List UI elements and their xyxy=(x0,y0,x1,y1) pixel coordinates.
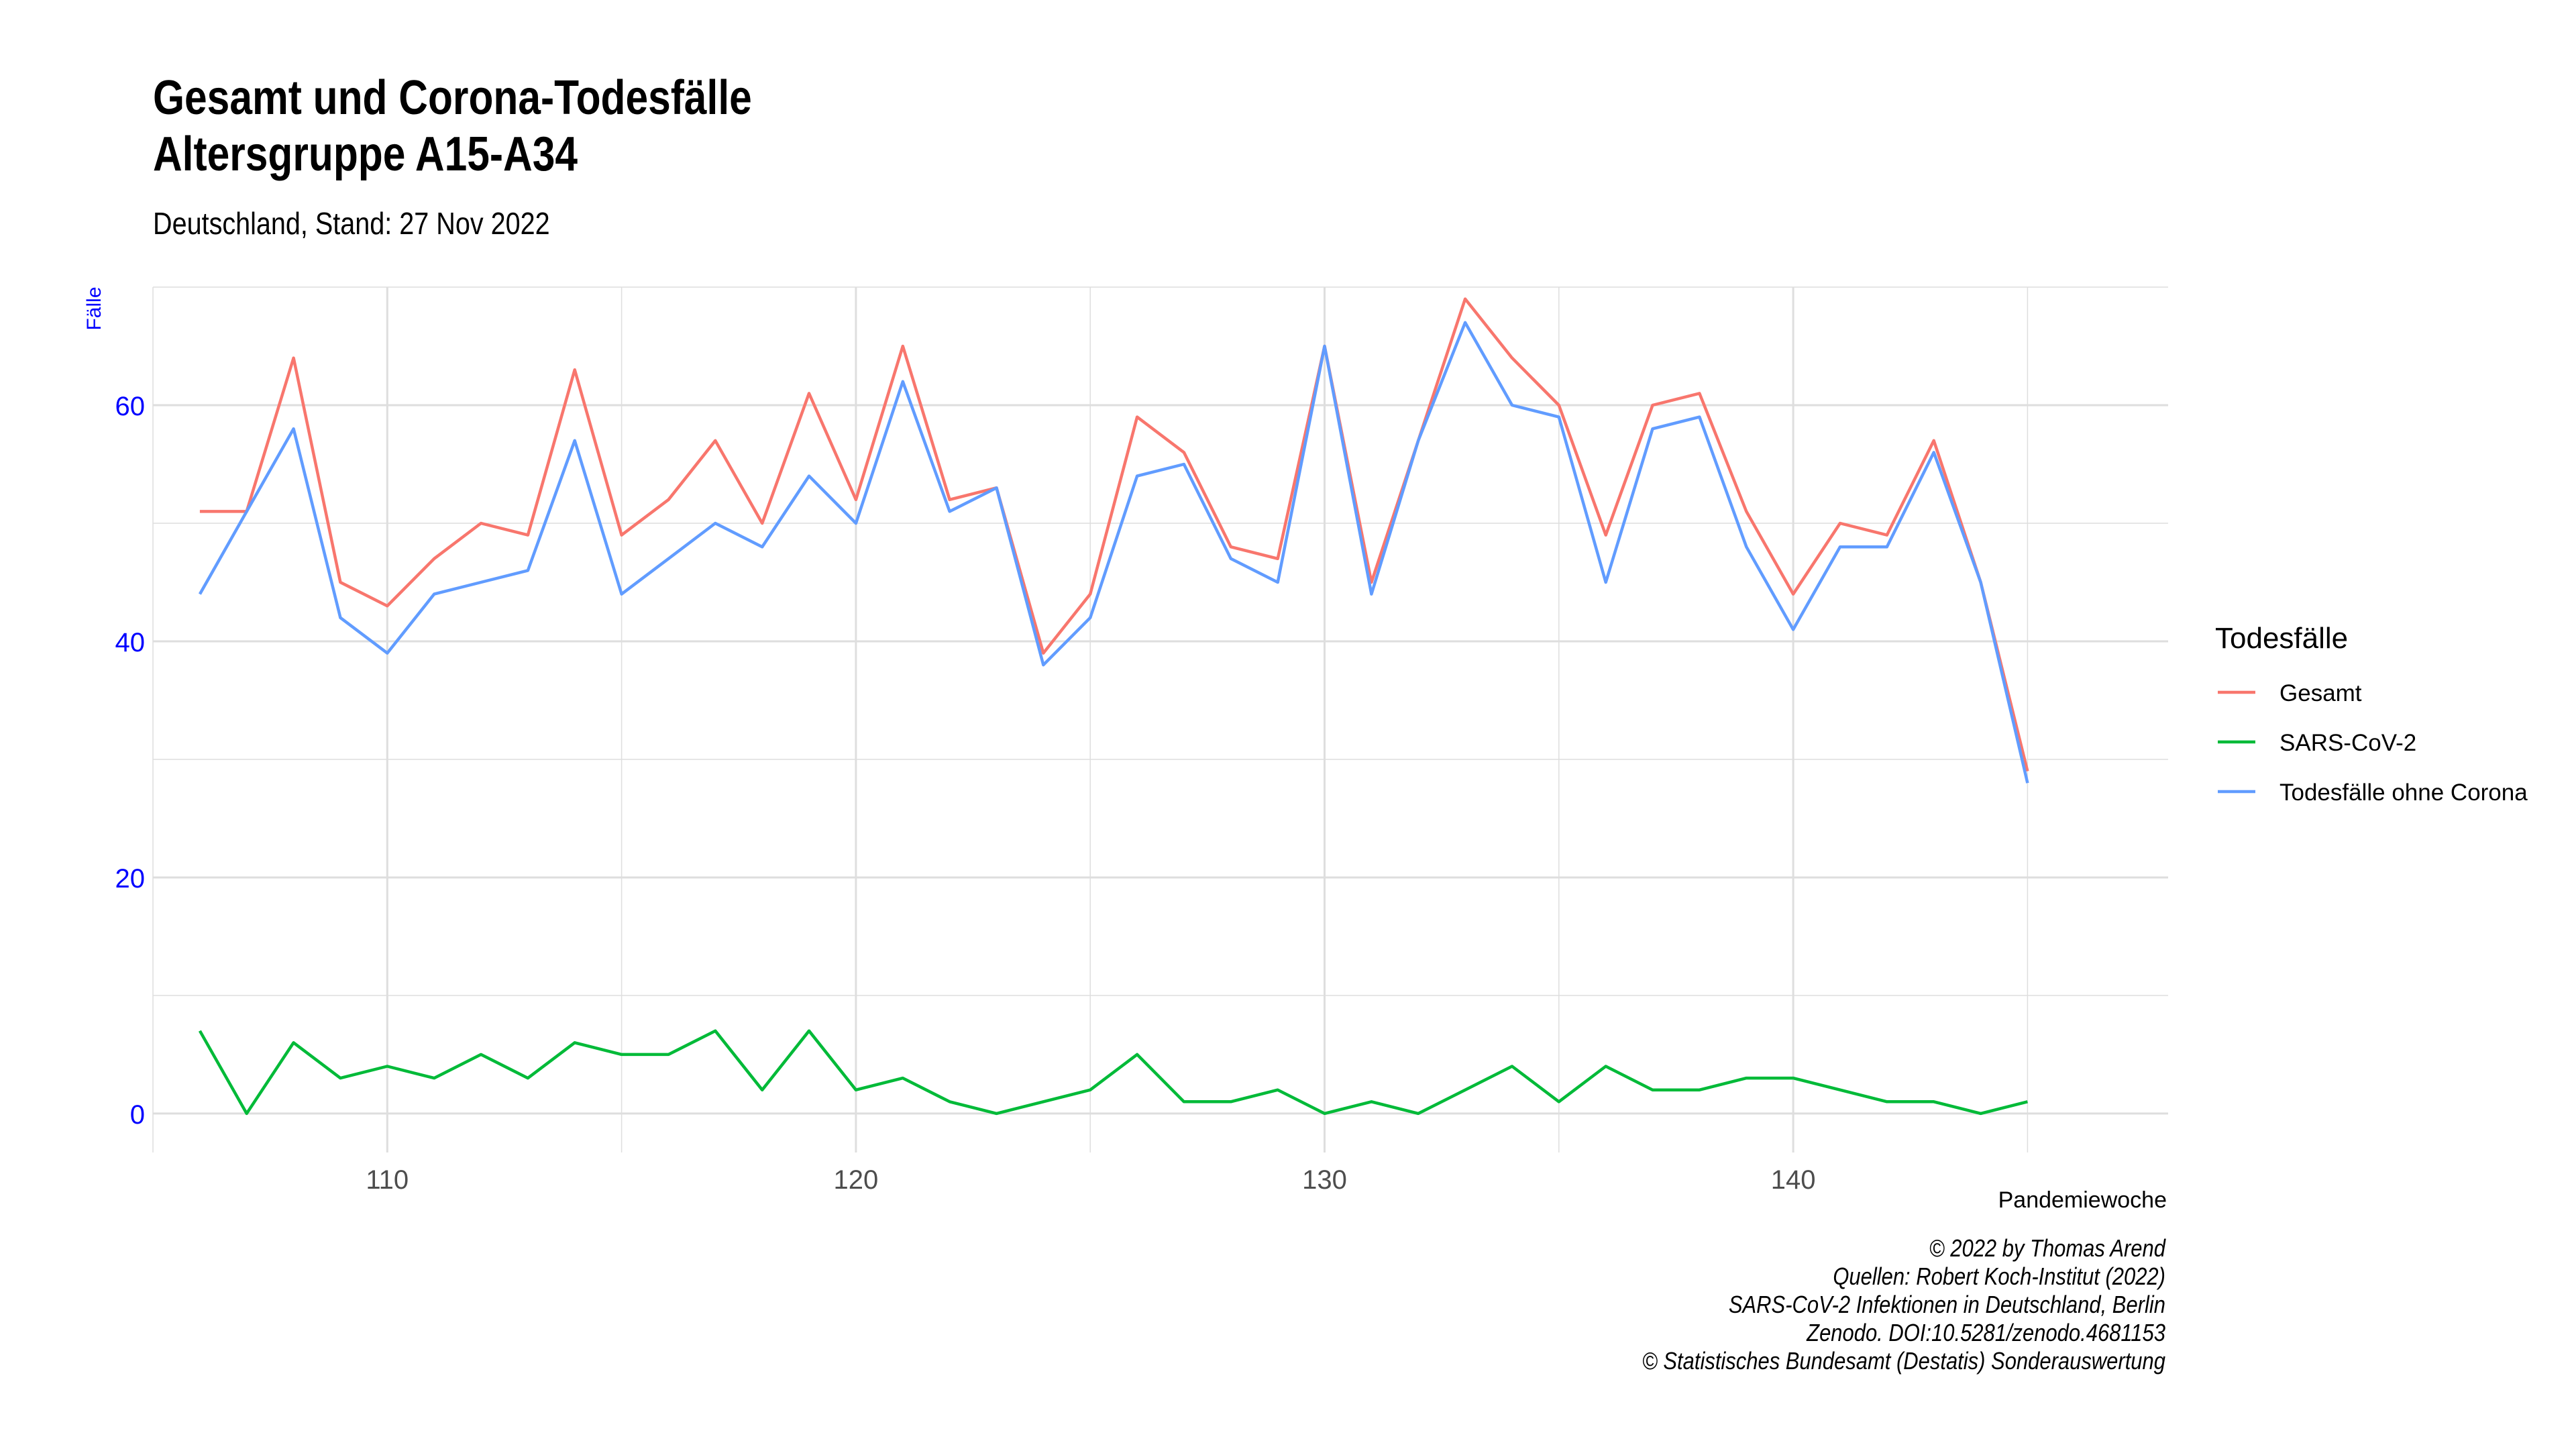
y-tick-label: 0 xyxy=(130,1100,145,1130)
chart-title-line-2: Altersgruppe A15-A34 xyxy=(153,127,578,181)
series-lines xyxy=(198,297,2029,1116)
x-tick-label: 130 xyxy=(1302,1165,1347,1195)
legend: Todesfälle Gesamt SARS-CoV-2 Todesfälle ohn… xyxy=(2215,622,2528,806)
x-axis-label: Pandemiewoche xyxy=(1998,1187,2167,1213)
tick-labels: 0 20 40 60 110 120 130 140 xyxy=(115,392,1816,1195)
y-tick-label: 40 xyxy=(115,628,146,657)
caption-line: © Statistisches Bundesamt (Destatis) Son… xyxy=(1642,1347,2165,1375)
chart-title: Gesamt und Corona-Todesfälle Altersgrupp… xyxy=(153,70,752,182)
y-tick-label: 20 xyxy=(115,864,146,894)
legend-title: Todesfälle xyxy=(2215,622,2348,655)
caption-line: Zenodo. DOI:10.5281/zenodo.4681153 xyxy=(1807,1319,2165,1346)
grid-lines xyxy=(152,286,2168,1152)
series-line-sars-cov-2 xyxy=(198,1029,2028,1116)
caption-line: © 2022 by Thomas Arend xyxy=(1929,1234,2165,1262)
caption: © 2022 by Thomas Arend Quellen: Robert K… xyxy=(1642,1234,2165,1375)
legend-label: SARS-CoV-2 xyxy=(2279,730,2416,756)
x-tick-label: 110 xyxy=(366,1165,409,1195)
chart-subtitle: Deutschland, Stand: 27 Nov 2022 xyxy=(153,206,550,241)
y-axis-label: Fälle xyxy=(83,286,105,330)
chart-title-line-1: Gesamt und Corona-Todesfälle xyxy=(153,71,752,125)
y-tick-label: 60 xyxy=(115,392,146,421)
x-tick-label: 140 xyxy=(1771,1165,1816,1195)
series-line-todesf-lle-ohne-corona xyxy=(198,321,2029,784)
legend-label: Gesamt xyxy=(2279,680,2362,706)
x-tick-label: 120 xyxy=(834,1165,879,1195)
caption-line: SARS-CoV-2 Infektionen in Deutschland, B… xyxy=(1728,1291,2165,1318)
caption-line: Quellen: Robert Koch-Institut (2022) xyxy=(1833,1263,2165,1290)
series-line-gesamt xyxy=(199,297,2029,772)
legend-label: Todesfälle ohne Corona xyxy=(2279,780,2528,806)
